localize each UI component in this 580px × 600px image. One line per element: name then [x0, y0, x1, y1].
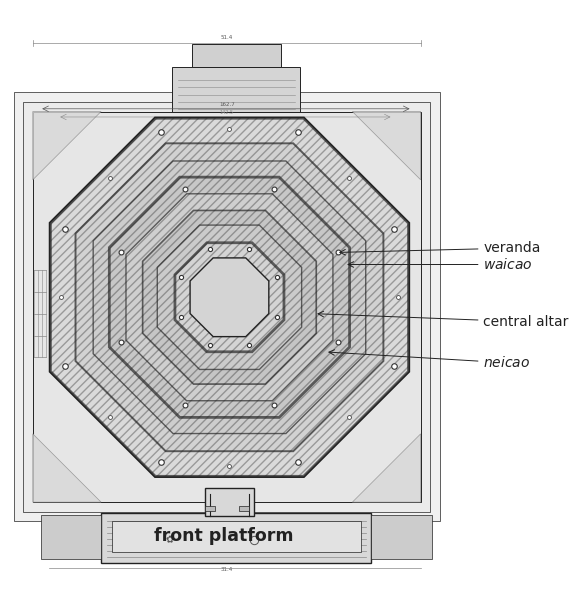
Polygon shape — [143, 211, 316, 384]
Bar — [372, 515, 432, 559]
Polygon shape — [50, 118, 409, 476]
Polygon shape — [175, 243, 284, 352]
Text: $\mathit{neicao}$: $\mathit{neicao}$ — [329, 350, 531, 370]
Text: 51.4: 51.4 — [220, 35, 233, 40]
Polygon shape — [50, 118, 409, 476]
Bar — [172, 67, 300, 112]
Bar — [205, 488, 254, 516]
Text: 31.4: 31.4 — [220, 566, 233, 572]
Text: front platform: front platform — [154, 527, 293, 545]
Polygon shape — [353, 434, 420, 502]
Text: $\mathit{waicao}$: $\mathit{waicao}$ — [348, 257, 533, 272]
Bar — [240, 506, 249, 511]
Polygon shape — [126, 194, 333, 401]
Text: ✿: ✿ — [165, 535, 173, 545]
Bar — [205, 506, 215, 511]
Bar — [33, 112, 420, 502]
Polygon shape — [157, 225, 302, 370]
Polygon shape — [190, 258, 269, 337]
Text: 162.7: 162.7 — [219, 101, 234, 107]
Bar — [41, 515, 101, 559]
Bar — [23, 102, 430, 512]
Bar — [193, 44, 281, 67]
Bar — [112, 521, 361, 553]
Polygon shape — [75, 143, 383, 451]
Text: veranda: veranda — [340, 241, 541, 255]
Polygon shape — [109, 177, 350, 418]
Polygon shape — [93, 161, 366, 434]
Text: central altar: central altar — [318, 311, 569, 329]
Text: 142.5: 142.5 — [220, 110, 234, 115]
Polygon shape — [353, 112, 420, 180]
Bar — [14, 92, 440, 521]
Polygon shape — [33, 112, 101, 180]
Bar — [101, 513, 372, 563]
Polygon shape — [33, 434, 101, 502]
